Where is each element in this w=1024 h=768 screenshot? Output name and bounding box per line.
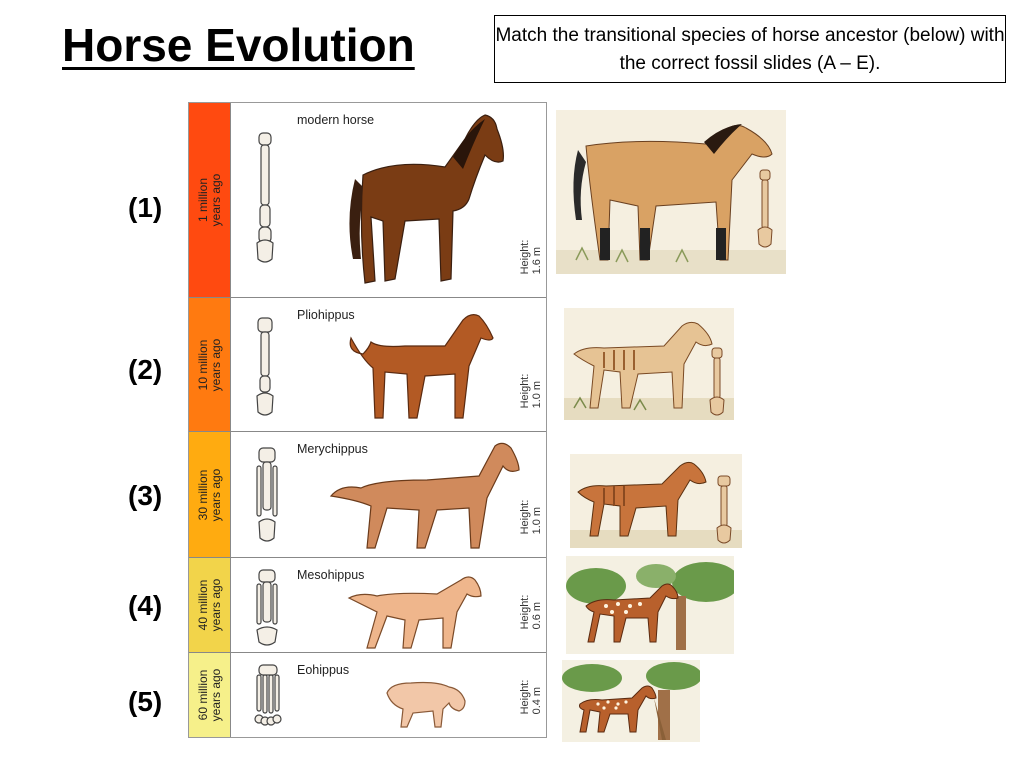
page-title: Horse Evolution <box>62 19 415 71</box>
evolution-chart: 1 million years ago modern horse Height: 1… <box>188 102 547 738</box>
height-label: Height: 1.0 m <box>519 373 543 409</box>
height-label: Height: 0.6 m <box>519 594 543 630</box>
eohippus-icon <box>386 681 466 728</box>
era-label: 10 million years ago <box>195 338 223 391</box>
evolution-row-merychippus: 30 million years ago Merychippus Height: 1… <box>189 432 546 558</box>
hoof-bone-icon <box>256 447 278 542</box>
species-name: Pliohippus <box>297 308 355 322</box>
eohippus-painting <box>562 660 700 742</box>
hoof-bone-icon <box>256 569 278 646</box>
species-name: modern horse <box>297 113 375 127</box>
era-band: 40 million years ago <box>189 558 231 652</box>
modern-horse-icon <box>349 114 504 284</box>
evolution-row-mesohippus: 40 million years ago Mesohippus Height: 0.… <box>189 558 546 653</box>
evolution-row-pliohippus: 10 million years ago Pliohippus Height: 1.… <box>189 298 546 432</box>
merychippus-icon <box>329 442 520 549</box>
era-label: 60 million years ago <box>195 668 223 722</box>
species-name: Mesohippus <box>297 568 365 582</box>
row-number-1: (1) <box>128 192 163 223</box>
row-number-2: (2) <box>128 354 163 385</box>
pliohippus-painting <box>564 308 734 420</box>
row-number-5: (5) <box>128 686 163 717</box>
height-label: Height: 1.0 m <box>519 499 543 535</box>
merychippus-painting <box>570 454 742 548</box>
mesohippus-painting <box>566 556 734 654</box>
evolution-row-modern-horse: 1 million years ago modern horse Height: 1… <box>189 103 546 298</box>
hoof-bone-icon <box>256 317 274 416</box>
era-band: 1 million years ago <box>189 103 231 297</box>
species-name: Merychippus <box>297 442 368 456</box>
species-name: Eohippus <box>297 663 350 677</box>
era-label: 30 million years ago <box>195 468 223 521</box>
era-band: 10 million years ago <box>189 298 231 431</box>
height-label: Height: 0.4 m <box>519 679 543 715</box>
mesohippus-icon <box>347 576 482 649</box>
evolution-row-eohippus: 60 million years ago Eohippus Height: 0.4 … <box>189 653 546 737</box>
modern-horse-painting <box>556 110 786 274</box>
instruction-box: Match the transitional species of horse … <box>494 15 1006 83</box>
pliohippus-icon <box>349 314 494 419</box>
era-label: 1 million years ago <box>195 173 223 227</box>
era-band: 60 million years ago <box>189 653 231 737</box>
hoof-bone-icon <box>254 664 282 726</box>
height-label: Height: 1.6 m <box>519 239 543 275</box>
hoof-bone-icon <box>256 132 274 263</box>
era-band: 30 million years ago <box>189 432 231 557</box>
row-number-3: (3) <box>128 480 163 511</box>
era-label: 40 million years ago <box>195 578 223 632</box>
row-number-4: (4) <box>128 590 163 621</box>
